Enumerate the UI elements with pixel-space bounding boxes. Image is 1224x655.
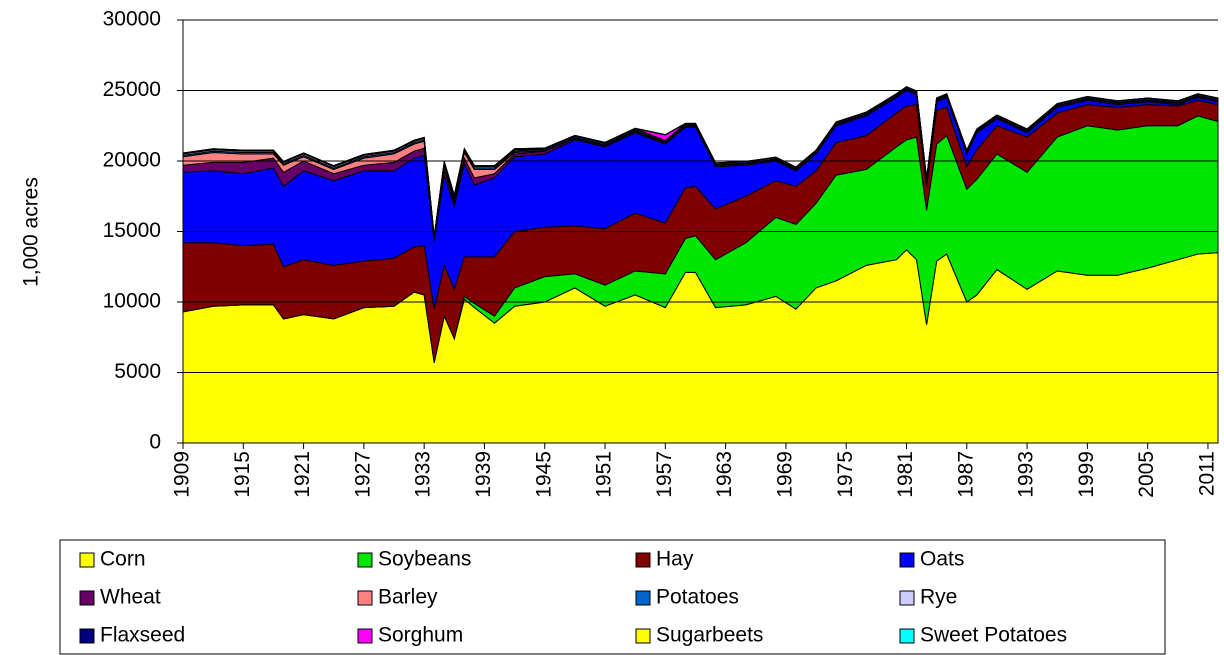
- legend-swatch: [357, 590, 373, 606]
- legend-label: Potatoes: [656, 586, 739, 609]
- legend-swatch: [899, 590, 915, 606]
- legend-label: Rye: [920, 586, 957, 609]
- x-tick-label: 1915: [231, 451, 254, 498]
- legend-swatch: [899, 628, 915, 644]
- x-tick-label: 2005: [1135, 451, 1158, 498]
- x-tick-label: 1909: [171, 451, 194, 498]
- legend-label: Barley: [378, 586, 438, 609]
- legend-label: Oats: [920, 548, 964, 571]
- legend-label: Flaxseed: [100, 624, 185, 647]
- y-tick-label: 15000: [103, 219, 161, 242]
- legend-swatch: [79, 552, 95, 568]
- legend-swatch: [357, 552, 373, 568]
- legend-label: Wheat: [100, 586, 161, 609]
- legend-swatch: [635, 552, 651, 568]
- x-tick-label: 1939: [472, 451, 495, 498]
- legend-box: [59, 539, 1166, 655]
- y-tick-label: 25000: [103, 78, 161, 101]
- x-tick-label: 1999: [1075, 451, 1098, 498]
- x-tick-label: 1951: [593, 451, 616, 498]
- x-tick-label: 1945: [532, 451, 555, 498]
- x-tick-label: 1993: [1015, 451, 1038, 498]
- y-tick-label: 20000: [103, 149, 161, 172]
- y-tick-label: 10000: [103, 290, 161, 313]
- legend-label: Hay: [656, 548, 694, 571]
- x-tick-label: 1957: [653, 451, 676, 498]
- x-tick-label: 1933: [412, 451, 435, 498]
- x-tick-label: 2011: [1195, 451, 1218, 496]
- legend-swatch: [635, 628, 651, 644]
- legend-label: Sugarbeets: [656, 624, 763, 647]
- legend-swatch: [79, 590, 95, 606]
- legend-label: Sorghum: [378, 624, 463, 647]
- legend-label: Soybeans: [378, 548, 471, 571]
- area: [182, 86, 1219, 237]
- x-tick-label: 1987: [954, 451, 977, 498]
- legend-swatch: [635, 590, 651, 606]
- y-axis-label: 1,000 acres: [20, 177, 43, 287]
- legend-label: Sweet Potatoes: [920, 624, 1067, 647]
- legend-swatch: [357, 628, 373, 644]
- x-tick-label: 1927: [351, 451, 374, 498]
- legend-swatch: [79, 628, 95, 644]
- legend-swatch: [899, 552, 915, 568]
- x-tick-label: 1963: [713, 451, 736, 498]
- legend-label: Corn: [100, 548, 146, 571]
- y-tick-label: 5000: [114, 360, 161, 383]
- y-tick-label: 0: [149, 431, 161, 454]
- y-tick-label: 30000: [103, 8, 161, 31]
- x-tick-label: 1969: [773, 451, 796, 498]
- x-tick-label: 1921: [291, 451, 314, 498]
- x-tick-label: 1975: [834, 451, 857, 498]
- x-tick-label: 1981: [894, 451, 917, 498]
